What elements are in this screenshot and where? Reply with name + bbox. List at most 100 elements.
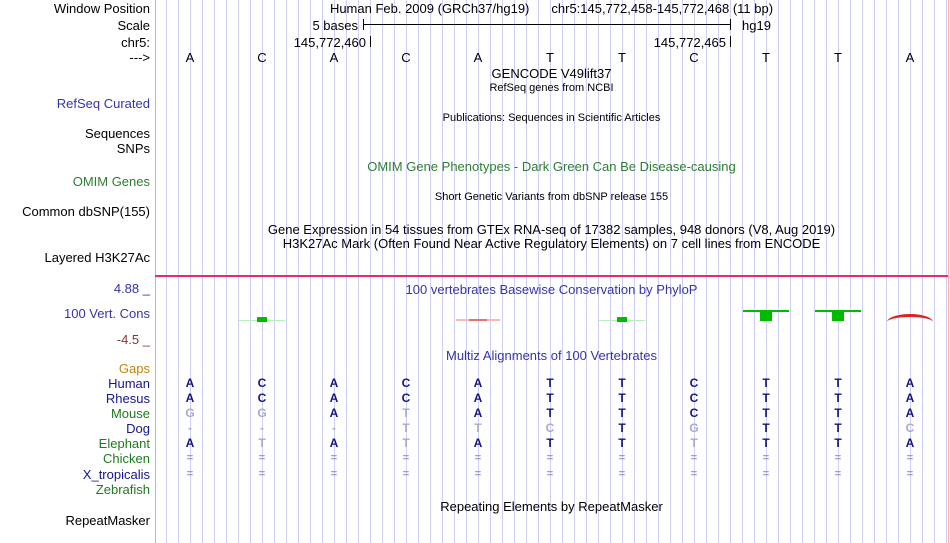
snps-label[interactable]: SNPs: [116, 141, 150, 156]
alignment-gap-glyph: =: [762, 452, 770, 464]
reference-base: T: [834, 50, 842, 65]
alignment-base: T: [618, 391, 626, 405]
phylop-negative-bar: [469, 319, 487, 321]
alignment-base: T: [546, 376, 554, 390]
alignment-base: A: [185, 376, 195, 390]
gaps-label[interactable]: Gaps: [118, 361, 150, 376]
species-label-chicken[interactable]: Chicken: [103, 451, 150, 466]
window-position-label: Window Position: [53, 1, 150, 16]
alignment-base: T: [618, 421, 626, 435]
base-position-gridlines: [155, 0, 948, 543]
alignment-gap-glyph: =: [546, 468, 554, 480]
chromosome-label[interactable]: chr5:: [121, 35, 150, 50]
gtex-track-title[interactable]: Gene Expression in 54 tissues from GTEx …: [267, 222, 836, 237]
alignment-gap-glyph: =: [330, 468, 338, 480]
alignment-gap-glyph: =: [690, 452, 698, 464]
alignment-base: T: [402, 421, 410, 435]
alignment-gap-glyph: =: [402, 452, 410, 464]
phylop-track-title[interactable]: 100 vertebrates Basewise Conservation by…: [405, 282, 698, 297]
alignment-base: C: [905, 421, 915, 435]
publications-track-title[interactable]: Publications: Sequences in Scientific Ar…: [442, 112, 661, 124]
alignment-gap-glyph: =: [258, 452, 266, 464]
species-label-elephant[interactable]: Elephant: [98, 436, 150, 451]
species-label-x_tropicalis[interactable]: X_tropicalis: [82, 467, 150, 482]
alignment-base: C: [689, 406, 699, 420]
alignment-base: A: [473, 391, 483, 405]
alignment-base: T: [618, 436, 626, 450]
scale-bar-label: 5 bases: [312, 18, 358, 33]
vert-cons-label[interactable]: 100 Vert. Cons: [64, 306, 150, 321]
reference-base: T: [546, 50, 554, 65]
phylop-positive-bar: [832, 310, 844, 321]
alignment-gap-glyph: =: [402, 468, 410, 480]
alignment-base: T: [618, 376, 626, 390]
position-tick-right-label[interactable]: 145,772,465: [653, 35, 726, 50]
alignment-gap-glyph: =: [762, 468, 770, 480]
track-area-left-border: [155, 0, 156, 543]
species-label-human[interactable]: Human: [108, 376, 150, 391]
alignment-gap-glyph: =: [258, 468, 266, 480]
alignment-base: -: [260, 421, 264, 435]
alignment-base: G: [257, 406, 267, 420]
alignment-base: G: [185, 406, 195, 420]
alignment-gap-glyph: =: [834, 452, 842, 464]
common-dbsnp-label[interactable]: Common dbSNP(155): [22, 204, 150, 219]
reference-base: A: [473, 50, 483, 65]
phylop-positive-bar: [617, 317, 627, 322]
alignment-base: A: [473, 406, 483, 420]
reference-base: C: [401, 50, 411, 65]
multiz-track-title[interactable]: Multiz Alignments of 100 Vertebrates: [445, 348, 657, 363]
dbsnp-track-title[interactable]: Short Genetic Variants from dbSNP releas…: [434, 191, 669, 203]
reference-base: C: [257, 50, 267, 65]
alignment-base: C: [257, 376, 267, 390]
h3k27ac-track-title[interactable]: H3K27Ac Mark (Often Found Near Active Re…: [282, 236, 821, 251]
genomic-range: chr5:145,772,458-145,772,468 (11 bp): [551, 1, 774, 16]
reference-base: A: [329, 50, 339, 65]
reference-base: C: [689, 50, 699, 65]
phylop-axis-min: -4.5 _: [116, 332, 150, 347]
alignment-base: A: [473, 376, 483, 390]
omim-track-title[interactable]: OMIM Gene Phenotypes - Dark Green Can Be…: [367, 159, 736, 174]
alignment-base: T: [402, 406, 410, 420]
alignment-base: C: [689, 391, 699, 405]
alignment-base: A: [905, 436, 915, 450]
window-position-title: Human Feb. 2009 (GRCh37/hg19) chr5:145,77…: [155, 1, 948, 16]
alignment-gap-glyph: =: [834, 468, 842, 480]
alignment-base: T: [402, 436, 410, 450]
species-label-mouse[interactable]: Mouse: [110, 406, 150, 421]
position-tick-left-label[interactable]: 145,772,460: [293, 35, 366, 50]
alignment-base: T: [762, 391, 770, 405]
alignment-base: A: [905, 391, 915, 405]
alignment-gap-glyph: =: [618, 468, 626, 480]
repeatmasker-track-title[interactable]: Repeating Elements by RepeatMasker: [440, 499, 663, 514]
scale-bar: [363, 24, 731, 25]
repeatmasker-label[interactable]: RepeatMasker: [65, 513, 150, 528]
refseq-curated-label[interactable]: RefSeq Curated: [56, 96, 150, 111]
layered-h3k27ac-label[interactable]: Layered H3K27Ac: [44, 250, 150, 265]
alignment-gap-glyph: =: [474, 452, 482, 464]
species-label-dog[interactable]: Dog: [126, 421, 150, 436]
alignment-gap-glyph: =: [546, 452, 554, 464]
alignment-base: T: [474, 421, 482, 435]
refseq-track-subtitle[interactable]: RefSeq genes from NCBI: [489, 82, 614, 94]
alignment-base: T: [834, 376, 842, 390]
scale-bar-right-tick: [730, 19, 731, 30]
alignment-base: A: [185, 436, 195, 450]
alignment-base: T: [618, 406, 626, 420]
alignment-gap-glyph: =: [906, 452, 914, 464]
scale-bar-left-tick: [363, 19, 364, 30]
alignment-gap-glyph: =: [186, 468, 194, 480]
omim-genes-label[interactable]: OMIM Genes: [72, 174, 150, 189]
alignment-base: T: [690, 436, 698, 450]
alignment-base: C: [401, 376, 411, 390]
reference-base: A: [905, 50, 915, 65]
alignment-base: T: [834, 406, 842, 420]
alignment-gap-glyph: =: [186, 452, 194, 464]
strand-direction-label[interactable]: --->: [129, 50, 150, 65]
species-label-rhesus[interactable]: Rhesus: [105, 391, 150, 406]
sequences-label[interactable]: Sequences: [84, 126, 150, 141]
gencode-track-title[interactable]: GENCODE V49lift37: [491, 66, 612, 81]
alignment-gap-glyph: =: [474, 468, 482, 480]
species-label-zebrafish[interactable]: Zebrafish: [95, 482, 150, 497]
